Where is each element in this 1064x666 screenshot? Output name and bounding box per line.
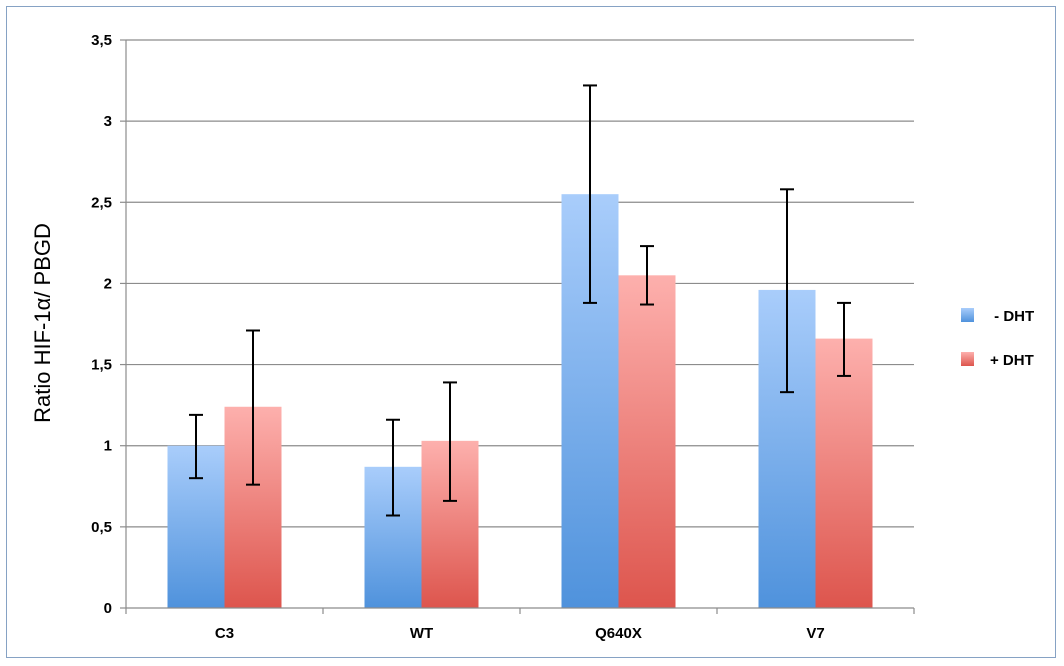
legend: - DHT + DHT [961,308,1034,369]
y-tick-label: 2 [104,275,112,292]
y-tick-label: 2,5 [91,194,112,211]
error-bars [189,84,851,517]
legend-label: - DHT [990,308,1034,325]
x-category-label: V7 [806,625,824,642]
x-category-label: WT [410,625,433,642]
legend-label: + DHT [990,352,1034,369]
axes [120,39,915,614]
legend-swatch [961,308,974,322]
legend-swatch [961,352,974,366]
y-tick-label: 1,5 [91,357,112,374]
y-tick-label: 0 [104,600,112,617]
bar [618,275,676,608]
y-tick-label: 3 [104,113,112,130]
y-tick-label: 0,5 [91,519,112,536]
y-axis-title: Ratio HIF-1α/ PBGD [30,223,55,423]
x-category-label: C3 [215,625,234,642]
y-tick-label: 3,5 [91,32,112,49]
axis-labels: 0 0,5 1 1,5 2 2,5 3 3,5 C3 WT Q640X V7 [91,32,825,642]
y-tick-label: 1 [104,438,112,455]
bars [167,194,873,608]
x-category-label: Q640X [595,625,642,642]
bar [815,338,873,608]
